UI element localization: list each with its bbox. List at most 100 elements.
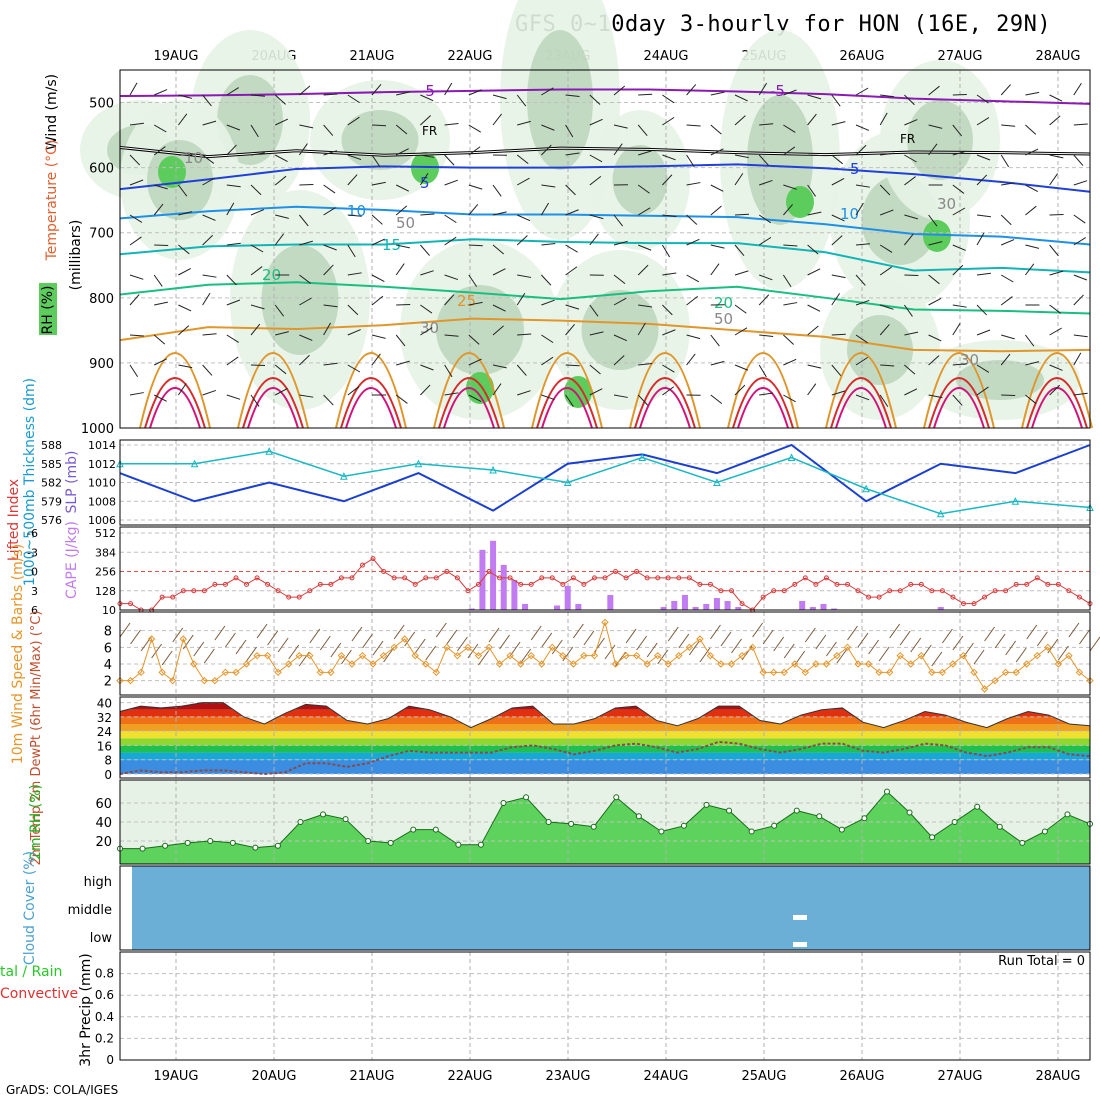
cape-bar [564, 585, 571, 610]
wind-barb [202, 94, 212, 107]
rh-shade-mid [217, 75, 283, 165]
wind-barb [565, 244, 578, 253]
wind-barb [420, 304, 433, 314]
wind-barb [710, 124, 722, 135]
surface-barb [1089, 636, 1100, 652]
wind-barb [686, 334, 701, 340]
contour-label: 30 [960, 351, 979, 369]
wind-barb [154, 89, 168, 96]
lifted-marker [1066, 588, 1072, 594]
precip-tick: 0.6 [95, 988, 114, 1002]
rh2m-marker [252, 844, 259, 851]
surface-barb [235, 639, 247, 655]
wind-barb [516, 214, 531, 222]
lifted-marker [507, 575, 513, 581]
wind-barb [468, 184, 483, 190]
wind-barb [710, 148, 724, 156]
cloud-fill [132, 866, 1090, 950]
rh2m-marker [590, 823, 597, 830]
wind-barb [976, 214, 991, 218]
surface-temp-contour [237, 352, 309, 429]
wind-barb [952, 150, 967, 156]
rh2m-marker [974, 803, 981, 810]
wind-barb [807, 113, 817, 126]
surface-barb [994, 633, 1006, 649]
wind-marker [970, 668, 978, 677]
rh-shade-high [923, 220, 951, 252]
wind-barb [831, 274, 846, 279]
cape-bar [809, 606, 816, 610]
wind-barb [153, 203, 164, 216]
wind-barb [323, 184, 336, 194]
surface-temp-contour [933, 387, 985, 429]
wind-barb [904, 176, 916, 186]
wind-marker [991, 676, 999, 685]
precip-legend-convective: Convective [0, 986, 78, 1002]
wind-barb [226, 274, 237, 286]
surface-barb [530, 625, 542, 641]
wind-barb [759, 123, 774, 126]
thickness-axis-label: 1000~500mb Thickness (dm) [22, 378, 38, 586]
rh2m-marker [658, 828, 665, 835]
wind-marker [843, 643, 852, 652]
lifted-marker [802, 575, 808, 581]
wind-barb [589, 331, 604, 336]
slp-tick: 1008 [88, 495, 116, 508]
lifted-marker [982, 594, 988, 600]
wind-barb [347, 174, 358, 186]
wind-barb [879, 112, 888, 126]
surface-barb [288, 644, 300, 660]
freezing-line-core [119, 146, 1091, 158]
temp-contour [119, 281, 1091, 315]
wind-barb [928, 334, 942, 342]
wind-barb [492, 325, 504, 336]
temp-band [120, 731, 1090, 739]
wind-barb [831, 121, 846, 126]
cloud-gap [793, 942, 807, 947]
lifted-marker [792, 581, 798, 587]
temp-frame [119, 696, 1091, 779]
wind-barb [541, 394, 555, 401]
wind-barb [153, 124, 167, 133]
lifted-marker [159, 594, 165, 600]
surface-barb [847, 625, 858, 641]
surface-barb [646, 642, 658, 658]
wind-barb [444, 82, 453, 96]
wind-barb [807, 244, 819, 255]
lifted-marker [518, 581, 524, 587]
surface-barb [425, 645, 437, 661]
wind-barb [613, 334, 627, 342]
wind-barb [178, 244, 190, 255]
wind-barb [154, 184, 168, 190]
surface-barb [267, 630, 279, 646]
surface-barb [225, 632, 236, 648]
wind-barb [1073, 123, 1088, 126]
wind-barb [299, 297, 312, 306]
wind-marker [643, 660, 651, 668]
rh2m-marker [207, 838, 214, 844]
wind-barb [250, 209, 265, 216]
wind-barb [323, 362, 338, 366]
wind-barb [734, 213, 750, 216]
surface-barb [636, 635, 648, 651]
wind-barb [1073, 154, 1084, 166]
wind-tick: 8 [104, 625, 112, 640]
wind-barb [807, 304, 821, 312]
temp-contour [119, 317, 1091, 353]
temp-tick: 0 [104, 768, 112, 782]
wind-barb [396, 91, 410, 96]
surface-barb [583, 630, 595, 646]
wind-barb [807, 383, 817, 396]
wind-barb [347, 154, 362, 161]
wind-barb [299, 334, 313, 341]
lifted-marker [581, 581, 587, 587]
surface-barb [351, 626, 363, 642]
wind-barb [879, 266, 892, 276]
lifted-marker [971, 601, 977, 607]
wind-barb [492, 304, 506, 312]
wind-barb [928, 394, 943, 399]
wind-barb [1049, 173, 1059, 186]
wind-barb [880, 209, 894, 216]
wind-barb [395, 205, 408, 216]
lifted-marker [528, 581, 534, 587]
